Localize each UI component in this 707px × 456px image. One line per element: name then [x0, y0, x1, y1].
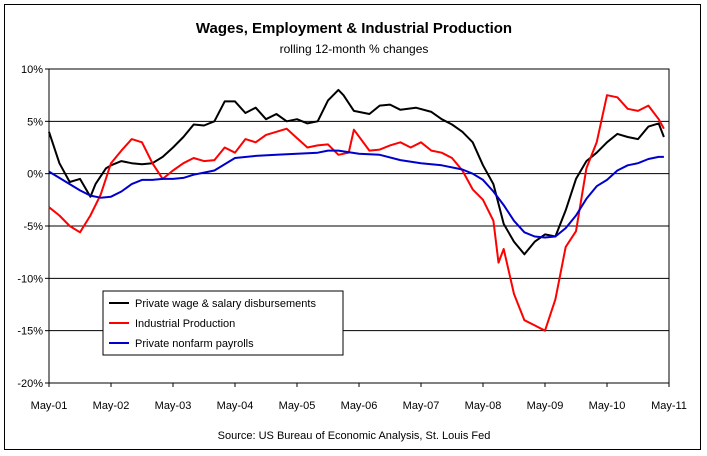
x-tick-label: May-06 — [341, 400, 378, 412]
y-tick-label: 10% — [21, 64, 43, 76]
axis-ticks: 10% 5% 0% -5% -10% -15% -20% May-01 May-02 May-03… — [17, 64, 687, 412]
legend-label-payrolls: Private nonfarm payrolls — [135, 338, 254, 350]
legend: Private wage & salary disbursements Indu… — [102, 290, 344, 356]
series-line-1 — [48, 94, 665, 332]
y-tick-label: -5% — [23, 221, 43, 233]
chart-frame: Wages, Employment & Industrial Productio… — [4, 4, 701, 450]
x-tick-label: May-07 — [403, 400, 440, 412]
legend-label-wages: Private wage & salary disbursements — [135, 298, 316, 310]
chart-title: Wages, Employment & Industrial Productio… — [196, 20, 512, 37]
source-note: Source: US Bureau of Economic Analysis, … — [218, 430, 491, 442]
y-tick-label: 5% — [27, 116, 43, 128]
x-tick-label: May-04 — [217, 400, 254, 412]
x-tick-label: May-05 — [279, 400, 316, 412]
x-tick-label: May-02 — [93, 400, 130, 412]
chart-subtitle: rolling 12-month % changes — [280, 42, 429, 56]
x-tick-label: May-08 — [465, 400, 502, 412]
x-tick-label: May-01 — [31, 400, 68, 412]
line-chart: Wages, Employment & Industrial Productio… — [17, 20, 687, 442]
legend-box — [102, 290, 344, 356]
series-line-2 — [48, 149, 664, 239]
y-tick-label: -15% — [17, 326, 43, 338]
y-tick-label: 0% — [27, 169, 43, 181]
series-lines — [48, 88, 665, 332]
y-tick-label: -10% — [17, 273, 43, 285]
x-tick-label: May-10 — [589, 400, 626, 412]
x-tick-label: May-03 — [155, 400, 192, 412]
x-tick-label: May-09 — [527, 400, 564, 412]
legend-label-industrial: Industrial Production — [135, 318, 235, 330]
y-tick-label: -20% — [17, 378, 43, 390]
series-line-0 — [48, 88, 665, 256]
x-tick-label: May-11 — [651, 400, 687, 412]
